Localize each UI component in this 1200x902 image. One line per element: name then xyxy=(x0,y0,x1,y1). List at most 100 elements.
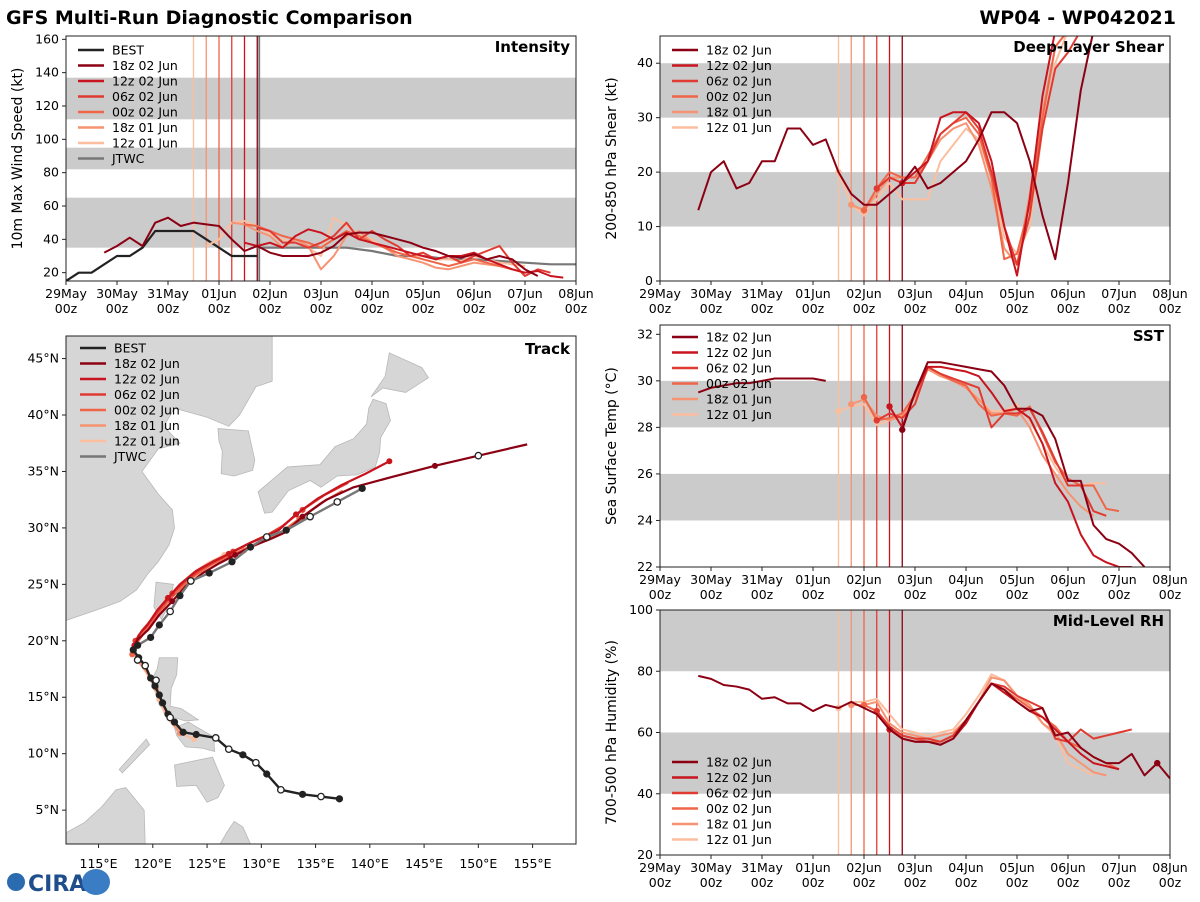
best-point xyxy=(192,730,200,739)
x-tick-label: 30May xyxy=(690,860,732,875)
init-dot xyxy=(873,185,880,192)
y-axis-label: 200-850 hPa Shear (kt) xyxy=(604,77,620,239)
y-tick-label: 100 xyxy=(629,602,653,617)
x-tick-label: 00z xyxy=(904,875,927,890)
legend-label: 12z 01 Jun xyxy=(706,832,772,847)
y-tick-label: 20 xyxy=(637,847,653,862)
gray-band xyxy=(66,77,576,120)
best-point xyxy=(263,770,271,778)
x-tick-label: 06Jun xyxy=(1050,572,1085,587)
hokkaido xyxy=(370,352,429,398)
lon-tick-label: 150°E xyxy=(459,856,497,871)
best-point xyxy=(158,699,167,707)
x-tick-label: 00z xyxy=(55,301,78,316)
track-point xyxy=(293,511,300,518)
y-tick-label: 80 xyxy=(637,663,653,678)
x-tick-label: 00z xyxy=(1057,875,1080,890)
lat-tick-label: 35°N xyxy=(27,463,59,478)
x-tick-label: 00z xyxy=(1108,301,1131,316)
series-line xyxy=(876,365,1107,517)
series-group xyxy=(698,673,1170,780)
init-dot xyxy=(835,407,842,415)
legend-label: 06z 02 Jun xyxy=(706,74,772,89)
legend-label: 18z 02 Jun xyxy=(112,58,178,73)
series-line xyxy=(697,36,1094,261)
sst-panel: 22242628303229May00z30May00z31May00z01Ju… xyxy=(604,324,1188,602)
legend-label: 12z 02 Jun xyxy=(112,74,178,89)
y-tick-label: 60 xyxy=(637,725,653,740)
legend-label: JTWC xyxy=(113,449,147,464)
legend-label: 12z 02 Jun xyxy=(706,345,772,360)
logo-text: CIRA xyxy=(28,872,86,897)
x-tick-label: 05Jun xyxy=(999,572,1034,587)
series-line xyxy=(888,365,1132,567)
best-point xyxy=(239,751,247,759)
series-line xyxy=(244,223,526,274)
track-point xyxy=(299,513,306,520)
y-axis-label: 10m Max Wind Speed (kt) xyxy=(10,68,26,250)
x-tick-label: 00z xyxy=(649,301,672,316)
x-tick-label: 00z xyxy=(751,875,774,890)
init-dot xyxy=(860,393,868,401)
x-tick-label: 00z xyxy=(802,301,825,316)
series-line xyxy=(875,682,1132,743)
legend-label: 12z 01 Jun xyxy=(114,434,180,449)
series-line xyxy=(901,36,1056,277)
x-tick-label: 00z xyxy=(1108,587,1131,602)
legend-label: 00z 02 Jun xyxy=(114,403,180,418)
best-point xyxy=(129,646,137,654)
jtwc-point xyxy=(246,543,255,551)
x-tick-label: 08Jun xyxy=(558,286,593,301)
series-line xyxy=(838,673,1094,777)
x-tick-label: 00z xyxy=(955,587,978,602)
x-tick-label: 01Jun xyxy=(795,572,830,587)
x-tick-label: 07Jun xyxy=(1101,860,1136,875)
lat-tick-label: 5°N xyxy=(35,802,59,817)
lon-tick-label: 145°E xyxy=(405,856,443,871)
best-point-open xyxy=(224,745,233,754)
x-tick-label: 00z xyxy=(259,301,282,316)
x-tick-label: 31May xyxy=(147,286,189,301)
legend-label: 12z 01 Jun xyxy=(706,120,772,135)
jtwc-point xyxy=(228,558,236,566)
shear-panel: 01020304029May00z30May00z31May00z01Jun00… xyxy=(604,35,1188,316)
legend-label: 18z 02 Jun xyxy=(706,330,772,345)
x-tick-label: 00z xyxy=(310,301,333,316)
track-point-open xyxy=(474,451,483,460)
init-dot xyxy=(860,207,868,214)
jtwc-point-open xyxy=(306,512,314,521)
legend-label: JTWC xyxy=(111,151,145,166)
x-tick-label: 00z xyxy=(853,587,876,602)
x-tick-label: 02Jun xyxy=(846,286,881,301)
x-tick-label: 04Jun xyxy=(948,286,983,301)
x-tick-label: 00z xyxy=(1159,875,1182,890)
x-tick-label: 06Jun xyxy=(1050,860,1085,875)
init-dot xyxy=(848,400,855,408)
gray-band xyxy=(660,473,1170,521)
legend-label: 12z 02 Jun xyxy=(706,58,772,73)
track-point xyxy=(169,598,176,605)
legend-label: 18z 02 Jun xyxy=(706,755,772,770)
lat-tick-label: 10°N xyxy=(27,746,59,761)
best-point-open xyxy=(252,758,260,767)
y-tick-label: 10 xyxy=(637,219,653,234)
legend-label: 00z 02 Jun xyxy=(706,376,772,391)
logo-seal-icon xyxy=(82,869,110,895)
legend-label: 18z 01 Jun xyxy=(706,105,772,120)
map-content xyxy=(66,336,528,844)
x-tick-label: 00z xyxy=(1057,301,1080,316)
x-tick-label: 00z xyxy=(853,301,876,316)
legend-label: 12z 01 Jun xyxy=(112,136,178,151)
x-tick-label: 01Jun xyxy=(795,286,830,301)
best-point-open xyxy=(317,792,325,801)
x-tick-label: 04Jun xyxy=(948,572,983,587)
series-line xyxy=(863,365,1120,513)
x-tick-label: 29May xyxy=(639,286,681,301)
x-tick-label: 07Jun xyxy=(1101,572,1136,587)
y-tick-label: 60 xyxy=(43,198,59,213)
track-point xyxy=(386,458,393,465)
x-tick-label: 00z xyxy=(853,875,876,890)
lon-tick-label: 125°E xyxy=(188,856,226,871)
rh-panel: 2040608010029May00z30May00z31May00z01Jun… xyxy=(604,602,1188,890)
